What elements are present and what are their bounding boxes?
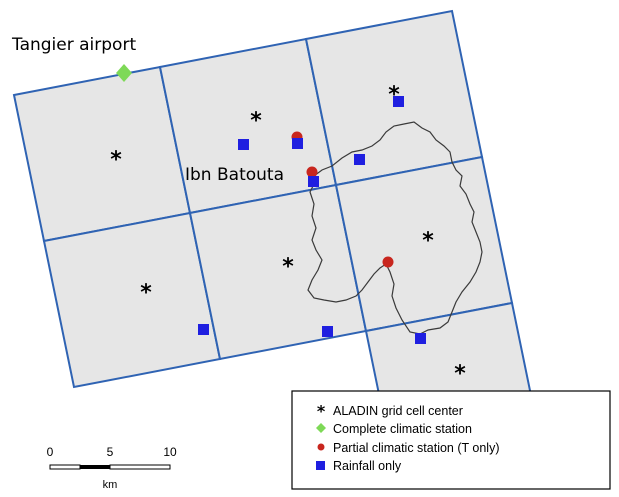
red-dot-icon <box>306 166 318 178</box>
blue-square-icon <box>354 154 365 165</box>
scale-bar-segment-3 <box>109 464 171 470</box>
asterisk-icon: * <box>422 229 434 254</box>
legend-item-partial-station: Partial climatic station (T only) <box>333 441 500 455</box>
scale-bar-segment-1 <box>49 464 81 470</box>
scale-tick-0: 0 <box>47 445 54 459</box>
blue-square-icon <box>415 333 426 344</box>
asterisk-icon: * <box>110 148 122 173</box>
asterisk-icon: * <box>282 255 294 280</box>
grid-cell-r2c2 <box>188 183 368 361</box>
watershed-boundary <box>307 121 483 335</box>
scale-bar-segment-2 <box>80 465 110 469</box>
legend-box <box>291 390 611 490</box>
blue-square-icon <box>393 96 404 107</box>
label-tangier-airport: Tangier airport <box>11 35 136 55</box>
blue-square-icon <box>238 139 249 150</box>
scale-tick-10: 10 <box>163 445 177 459</box>
grid-cell-r2c1 <box>42 211 222 389</box>
scale-tick-5: 5 <box>107 445 114 459</box>
grid-cell-r1c1 <box>12 65 192 243</box>
green-diamond-icon <box>316 423 326 433</box>
blue-square-icon <box>292 138 303 149</box>
rainfall-stations <box>198 96 426 344</box>
blue-square-icon <box>308 176 319 187</box>
red-dot-icon <box>317 443 325 451</box>
asterisk-icon: * <box>454 362 466 387</box>
legend-item-grid-center: ALADIN grid cell center <box>333 404 463 418</box>
green-diamond-icon <box>116 64 132 82</box>
blue-square-icon <box>198 324 209 335</box>
legend-item-complete-station: Complete climatic station <box>333 422 472 436</box>
asterisk-icon: * <box>250 109 262 134</box>
asterisk-icon: * <box>317 402 326 421</box>
scale-unit: km <box>103 479 118 491</box>
label-ibn-batouta: Ibn Batouta <box>185 165 284 185</box>
legend-item-rainfall: Rainfall only <box>333 459 402 473</box>
legend: * ALADIN grid cell center Complete clima… <box>291 390 611 490</box>
scale-bar: 0 5 10 km <box>47 445 177 491</box>
blue-square-icon <box>316 461 325 470</box>
asterisk-icon: * <box>140 281 152 306</box>
red-dot-icon <box>382 256 394 268</box>
blue-square-icon <box>322 326 333 337</box>
